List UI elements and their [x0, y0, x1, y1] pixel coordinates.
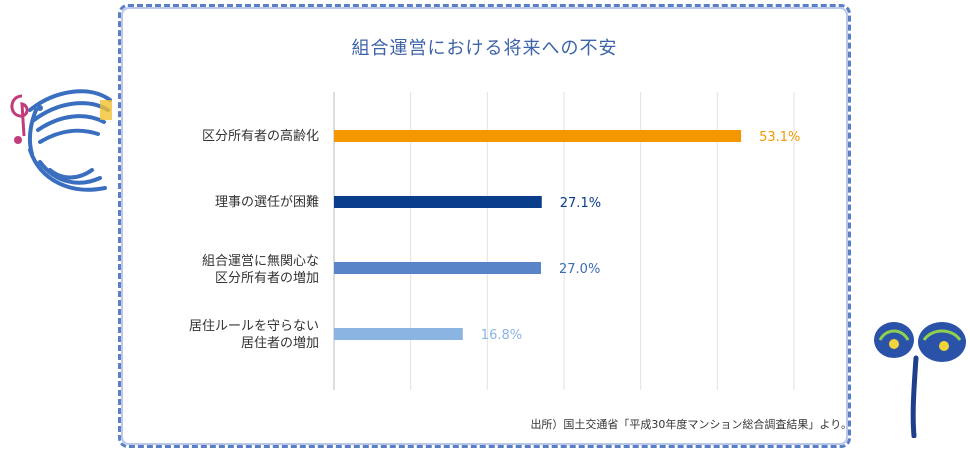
category-label-line: 区分所有者の高齢化 [201, 129, 319, 144]
source-note: 出所）国土交通省「平成30年度マンション総合調査結果」より。 [530, 418, 852, 431]
bar-3 [334, 328, 463, 340]
category-label-aging-owners: 区分所有者の高齢化 [202, 128, 319, 145]
chart-frame [118, 4, 851, 448]
category-label-rule-breakers: 居住ルールを守らない 居住者の増加 [189, 318, 319, 352]
category-label-indifferent-owners: 組合運営に無関心な 区分所有者の増加 [202, 253, 319, 287]
bar-2 [334, 262, 541, 274]
value-label-3: 16.8% [481, 328, 522, 343]
bar-1 [334, 196, 542, 208]
category-label-line: 居住ルールを守らない [188, 319, 319, 334]
bird-icon [10, 89, 112, 192]
chart-title: 組合運営における将来への不安 [351, 38, 618, 59]
category-label-line: 居住者の増加 [240, 336, 319, 351]
category-label-line: 組合運営に無関心な [201, 254, 319, 269]
category-label-line: 区分所有者の増加 [214, 271, 319, 286]
value-label-2: 27.0% [559, 262, 600, 277]
value-label-0: 53.1% [759, 130, 800, 145]
value-label-1: 27.1% [560, 196, 601, 211]
sprout-icon [874, 322, 966, 438]
bar-0 [334, 130, 742, 142]
chart-frame-inner [121, 7, 848, 445]
category-label-board-selection: 理事の選任が困難 [215, 194, 319, 211]
category-label-line: 理事の選任が困難 [214, 195, 319, 210]
